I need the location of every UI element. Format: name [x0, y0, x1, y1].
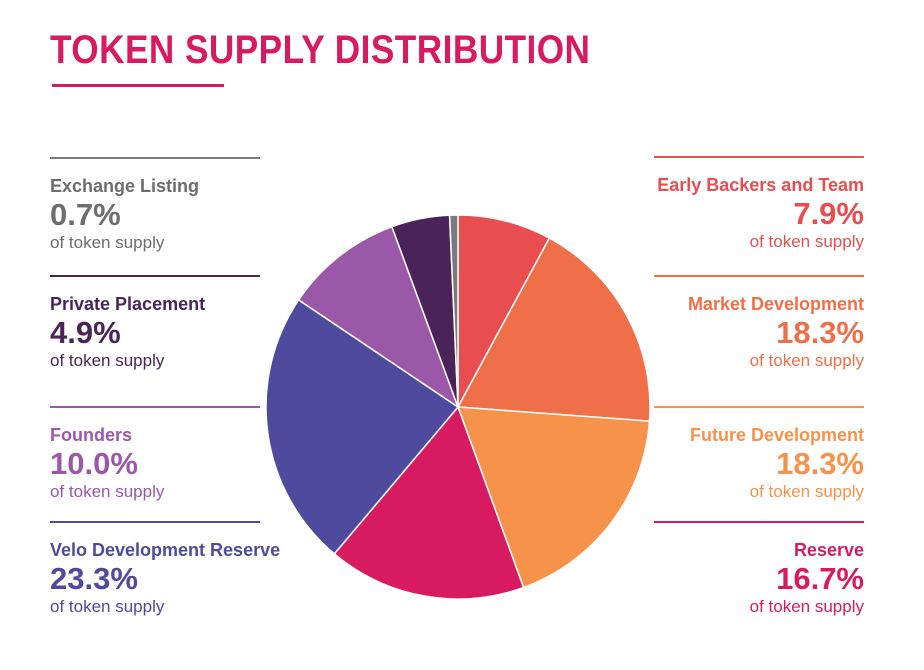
- callout-sublabel: of token supply: [50, 482, 165, 501]
- callout-rule: [654, 275, 864, 277]
- pie-slice-exchange-listing: [448, 214, 459, 408]
- pie-slice-future-development: [456, 406, 651, 589]
- callout-sublabel: of token supply: [749, 597, 864, 616]
- callout-rule: [50, 157, 260, 159]
- callout-label: Future Development: [689, 425, 864, 445]
- callout-rule: [50, 406, 260, 408]
- callout-label: Exchange Listing: [50, 176, 200, 196]
- callout-private-placement: Private Placement 4.9% of token supply: [50, 275, 260, 371]
- callout-rule: [654, 156, 864, 158]
- callout-percent: 10.0%: [50, 446, 138, 481]
- callout-label: Founders: [50, 425, 133, 445]
- callout-future-development: Future Development 18.3% of token supply: [654, 406, 864, 502]
- pie-slice-founders: [297, 225, 460, 409]
- page-title: TOKEN SUPPLY DISTRIBUTION: [50, 28, 591, 72]
- callout-percent: 16.7%: [776, 561, 864, 596]
- callout-founders: Founders 10.0% of token supply: [50, 406, 260, 502]
- callout-percent: 0.7%: [50, 197, 121, 232]
- callout-velo-development-reserve: Velo Development Reserve 23.3% of token …: [50, 521, 281, 617]
- callout-sublabel: of token supply: [749, 232, 864, 251]
- callout-sublabel: of token supply: [749, 482, 864, 501]
- callout-label: Early Backers and Team: [657, 175, 864, 195]
- callout-market-development: Market Development 18.3% of token supply: [654, 275, 864, 371]
- callout-label: Velo Development Reserve: [50, 540, 281, 560]
- callout-rule: [50, 275, 260, 277]
- callout-early-backers: Early Backers and Team 7.9% of token sup…: [654, 156, 864, 252]
- pie-slice-reserve: [333, 405, 525, 600]
- callout-percent: 4.9%: [50, 315, 121, 350]
- callout-label: Market Development: [687, 294, 864, 314]
- callout-sublabel: of token supply: [50, 351, 165, 370]
- pie-slice-velo-development-reserve: [265, 298, 460, 555]
- callout-label: Private Placement: [50, 294, 206, 314]
- callout-percent: 18.3%: [776, 315, 864, 350]
- pie-slice-early-backers-and-team: [457, 214, 551, 408]
- callout-sublabel: of token supply: [749, 351, 864, 370]
- callout-reserve: Reserve 16.7% of token supply: [654, 521, 864, 617]
- callout-percent: 18.3%: [776, 446, 864, 481]
- callout-rule: [50, 521, 260, 523]
- title-underline: [52, 84, 224, 87]
- pie-slice-market-development: [456, 237, 651, 422]
- callout-sublabel: of token supply: [50, 233, 165, 252]
- callout-percent: 23.3%: [50, 561, 138, 596]
- callout-sublabel: of token supply: [50, 597, 165, 616]
- callout-exchange-listing: Exchange Listing 0.7% of token supply: [50, 157, 260, 253]
- callout-rule: [654, 406, 864, 408]
- callout-percent: 7.9%: [793, 196, 864, 231]
- callout-rule: [654, 521, 864, 523]
- callout-label: Reserve: [793, 540, 864, 560]
